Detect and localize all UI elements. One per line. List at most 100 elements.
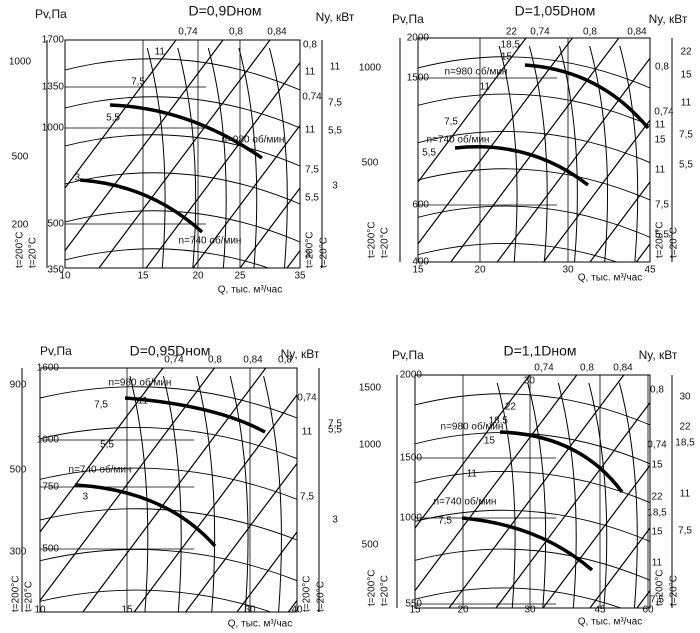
right-inner-label: 7,5: [655, 200, 669, 211]
ray: [65, 40, 177, 189]
frame: [417, 37, 651, 263]
plot: [415, 375, 650, 608]
ray: [448, 375, 625, 608]
eff-curve: [496, 382, 516, 608]
top-label: 0,74: [534, 363, 554, 374]
power-curve: [418, 130, 650, 164]
ray: [543, 119, 650, 262]
t-label: t=200°C: [655, 221, 666, 258]
left-outer-label: 500: [362, 540, 379, 551]
x-label: Q, тыс. м³/час: [578, 617, 642, 628]
ray: [82, 368, 267, 612]
left-inner-label: 750: [42, 482, 59, 493]
right-inner-label: 0,8: [655, 62, 669, 73]
right-outer-label: 7,5: [678, 526, 692, 537]
left-inner-label: 1600: [37, 363, 60, 374]
right-inner-label: 11: [652, 558, 663, 569]
curve-marks-label: 3: [74, 173, 80, 184]
left-outer-label: 500: [10, 465, 27, 476]
speed-curve: [79, 178, 204, 234]
bottom-label: 40: [291, 605, 303, 616]
top-label: 0,74: [164, 355, 184, 366]
ray: [636, 589, 650, 608]
curve-marks-label: 5,5: [100, 440, 114, 451]
speed-curve: [461, 516, 594, 572]
plot: [418, 38, 650, 262]
right-outer-label: 5,5: [679, 160, 693, 171]
bottom-label: 20: [474, 265, 486, 276]
t-label: t=20°C: [24, 581, 35, 612]
eff-curve: [589, 45, 609, 262]
ray: [495, 401, 650, 608]
right-inner-label: 0,74: [297, 393, 317, 404]
left-inner-label: 600: [412, 200, 429, 211]
top-label: 0,8: [278, 355, 292, 366]
frame: [64, 39, 301, 269]
curve-marks-label: 11: [480, 82, 491, 93]
left-inner-label: 400: [412, 257, 429, 268]
power-curve: [40, 508, 297, 541]
right-outer-label: 15: [680, 70, 692, 81]
right-inner-label: 0,74: [302, 92, 322, 103]
left-inner-label: 350: [47, 265, 64, 276]
curve-marks-label: 5,5: [106, 113, 120, 124]
left-outer-label: 500: [12, 152, 29, 163]
ray: [450, 38, 620, 262]
curve-marks-label: 11: [467, 469, 478, 480]
top-label: 0,84: [267, 27, 287, 38]
top-label: 0,84: [243, 355, 263, 366]
y2-label: Ny, кВт: [316, 10, 355, 24]
curve-marks-label: 22: [505, 402, 517, 413]
power-curve: [65, 134, 300, 167]
bottom-label: 45: [644, 265, 656, 276]
bottom-label: 30: [244, 605, 256, 616]
curves-label: n=980 об/мин: [441, 421, 504, 433]
left-outer-label: 1500: [359, 383, 382, 394]
eff-curve: [559, 45, 578, 262]
t-label: t=20°C: [28, 237, 39, 268]
power-curve: [415, 432, 650, 465]
ray: [98, 40, 271, 268]
top-label: 0,84: [613, 363, 633, 374]
right-outer-label: 11: [680, 489, 691, 500]
left-inner-label: 2000: [400, 370, 423, 381]
right-inner-label: 0,8: [650, 385, 664, 396]
t-label: t=200°C: [367, 569, 378, 606]
y-label: Pv,Па: [392, 348, 424, 362]
curves-label: n=740 об/мин: [69, 464, 132, 476]
panel: D=1,1Dном Pv,Па Ny, кВт Q, тыс. м³/час 1500 1…: [359, 343, 695, 628]
right-inner-label: 18,5: [647, 508, 667, 519]
panel-title: D=0,9Dном: [188, 3, 261, 19]
eff-curve: [146, 47, 166, 268]
t-label: t=200°C: [655, 569, 666, 606]
top-label: 0,84: [627, 27, 647, 38]
top-label: 0,8: [580, 363, 594, 374]
left-inner-label: 2000: [407, 33, 430, 44]
curves-label: n=980 об/мин: [222, 134, 285, 146]
speed-curve: [74, 483, 217, 548]
eff-curve: [557, 382, 577, 608]
curve-marks-label: 15: [501, 52, 513, 63]
speed-curve: [124, 396, 266, 434]
right-inner-label: 15: [654, 135, 666, 146]
right-outer-label: 5,5: [328, 425, 342, 436]
top-label: 0,8: [583, 27, 597, 38]
right-outer-label: 22: [680, 47, 692, 58]
plot: [40, 368, 297, 612]
y-label: Pv,Па: [392, 12, 424, 26]
left-outer-label: 1000: [9, 57, 32, 68]
left-outer-label: 300: [10, 547, 27, 558]
curve-marks-label: 7,5: [131, 77, 145, 88]
right-inner-label: 11: [302, 427, 313, 438]
right-inner-label: 11: [655, 165, 666, 176]
right-outer-label: 7,5: [328, 419, 342, 430]
eff-curve: [129, 375, 149, 612]
ray: [542, 464, 650, 608]
panel-title: D=1,05Dном: [515, 3, 596, 19]
t-label: t=20°C: [669, 575, 680, 606]
curve-marks-label: 7,5: [94, 400, 108, 411]
power-curve: [415, 509, 650, 542]
power-curve: [418, 205, 650, 238]
right-inner-label: 22: [651, 492, 663, 503]
left-inner-label: 1350: [42, 82, 65, 93]
